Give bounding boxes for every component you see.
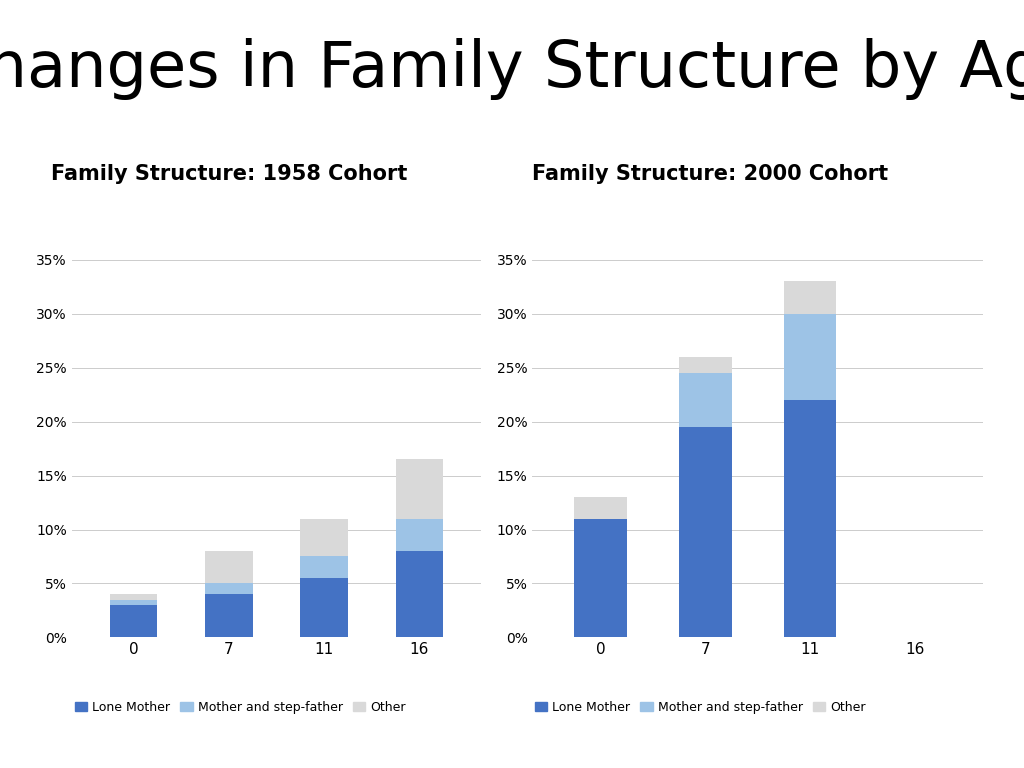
Bar [574, 518, 627, 637]
Bar [784, 313, 837, 400]
Bar [110, 594, 158, 600]
Bar [205, 551, 253, 584]
Text: Family Structure: 2000 Cohort: Family Structure: 2000 Cohort [532, 164, 889, 184]
Bar [679, 357, 731, 373]
Bar [205, 584, 253, 594]
Bar [300, 557, 348, 578]
Bar [300, 578, 348, 637]
Bar [679, 373, 731, 427]
Bar [574, 497, 627, 518]
Text: Changes in Family Structure by Age: Changes in Family Structure by Age [0, 38, 1024, 101]
Text: Family Structure: 1958 Cohort: Family Structure: 1958 Cohort [51, 164, 408, 184]
Bar [784, 281, 837, 313]
Bar [110, 600, 158, 605]
Bar [110, 605, 158, 637]
Bar [205, 594, 253, 637]
Bar [395, 459, 443, 518]
Legend: Lone Mother, Mother and step-father, Other: Lone Mother, Mother and step-father, Oth… [529, 696, 870, 719]
Legend: Lone Mother, Mother and step-father, Other: Lone Mother, Mother and step-father, Oth… [70, 696, 411, 719]
Bar [300, 518, 348, 557]
Bar [395, 518, 443, 551]
Bar [395, 551, 443, 637]
Bar [784, 400, 837, 637]
Bar [679, 427, 731, 637]
